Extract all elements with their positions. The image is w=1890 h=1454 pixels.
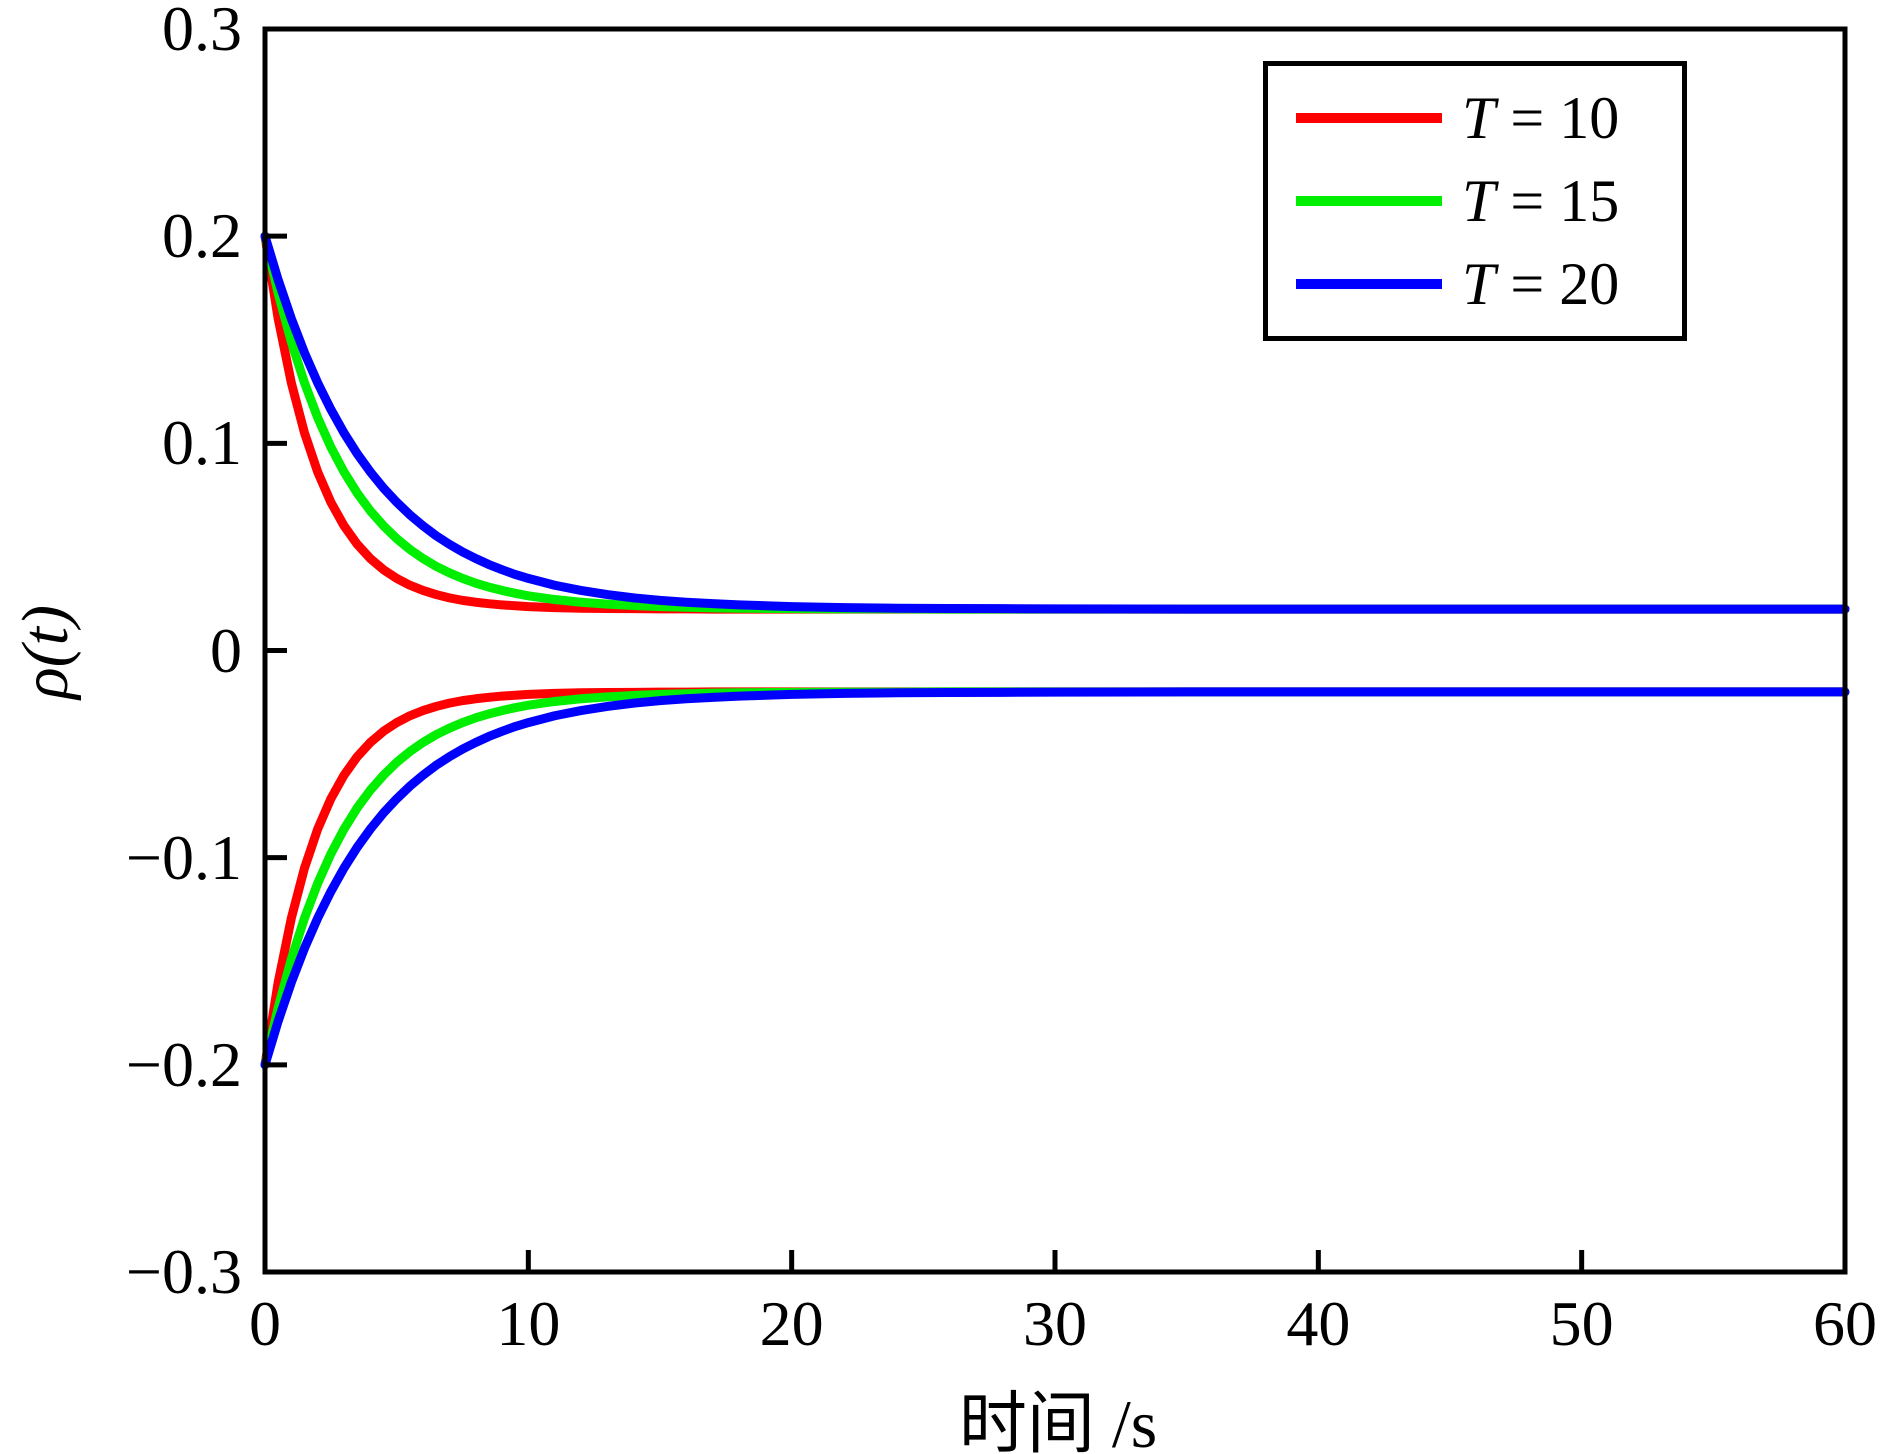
curve-T-15-lower	[260, 687, 1850, 1070]
x-tick-label: 60	[1813, 1288, 1877, 1359]
legend: T = 10 T = 15 T = 20	[1263, 61, 1687, 341]
x-axis-title: 时间 /s	[958, 1386, 1158, 1454]
y-tick-label: 0	[210, 614, 242, 686]
curve-T-20-upper	[260, 231, 1850, 614]
x-tick-label: 30	[1023, 1288, 1087, 1359]
x-tick-label: 20	[759, 1288, 824, 1359]
legend-item-T-20: T = 20	[1268, 254, 1682, 314]
legend-item-T-15: T = 15	[1268, 171, 1682, 231]
y-axis-title: ρ(t)	[9, 605, 82, 699]
legend-item-T-10: T = 10	[1268, 88, 1682, 148]
y-tick-label: −0.2	[125, 1028, 242, 1100]
y-tick-label: −0.1	[125, 821, 242, 893]
y-tick-label: 0.3	[162, 0, 242, 64]
y-tick-label: −0.3	[125, 1236, 242, 1307]
legend-label: T = 20	[1462, 251, 1620, 318]
y-tick-label: 0.2	[162, 200, 242, 272]
x-tick-label: 10	[496, 1288, 561, 1359]
curve-T-10-lower	[260, 687, 1850, 1070]
x-tick-label: 0	[249, 1288, 281, 1359]
x-tick-label: 40	[1286, 1288, 1351, 1359]
x-tick-label: 50	[1549, 1288, 1614, 1359]
legend-swatch-T-20	[1296, 279, 1442, 290]
legend-label: T = 10	[1462, 84, 1620, 151]
y-tick-label: 0.1	[162, 407, 242, 479]
curve-T-20-lower	[260, 687, 1850, 1070]
legend-swatch-T-15	[1296, 195, 1442, 206]
legend-swatch-T-10	[1296, 112, 1442, 123]
legend-label: T = 15	[1462, 167, 1620, 234]
